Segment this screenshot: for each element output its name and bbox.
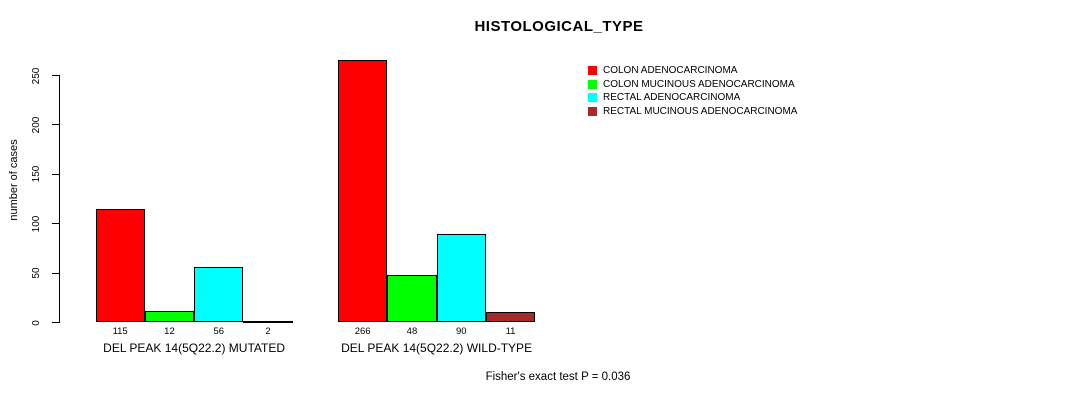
bar-rectal-mucinous-adenocarcinoma [485, 311, 536, 323]
chart-title: HISTOLOGICAL_TYPE [474, 18, 644, 35]
legend-swatch [588, 66, 597, 76]
bar-value-label: 56 [213, 326, 225, 337]
legend-swatch [588, 106, 597, 116]
legend-item: RECTAL ADENOCARCINOMA [588, 91, 797, 105]
bar-value-label: 12 [164, 326, 175, 337]
y-tick-mark [52, 322, 59, 323]
legend-item: COLON ADENOCARCINOMA [588, 64, 797, 78]
bar-rectal-adenocarcinoma [194, 267, 244, 323]
y-tick-mark [52, 272, 59, 274]
bar-colon-mucinous-adenocarcinoma [387, 275, 437, 323]
bar-value-label: 266 [354, 326, 371, 337]
group-label: DEL PEAK 14(5Q22.2) MUTATED [103, 341, 286, 355]
bar-value-label: 115 [112, 326, 128, 337]
y-tick-label: 200 [31, 116, 42, 134]
legend-item: COLON MUCINOUS ADENOCARCINOMA [588, 78, 797, 92]
bar-value-label: 90 [455, 326, 467, 337]
y-tick-label: 50 [31, 267, 42, 279]
y-tick-mark [52, 75, 59, 76]
legend-swatch [588, 79, 597, 89]
bar-colon-mucinous-adenocarcinoma [144, 310, 195, 323]
y-tick-label: 250 [31, 67, 42, 84]
legend-swatch [588, 93, 597, 103]
bar-value-label: 48 [406, 326, 418, 337]
y-tick-mark [52, 223, 59, 225]
bar-colon-adenocarcinoma [338, 59, 388, 323]
legend-label: RECTAL MUCINOUS ADENOCARCINOMA [603, 105, 798, 117]
y-tick-label: 150 [31, 165, 42, 183]
legend-item: RECTAL MUCINOUS ADENOCARCINOMA [588, 105, 797, 119]
bar-rectal-mucinous-adenocarcinoma [243, 320, 293, 323]
y-tick-label: 100 [31, 215, 42, 233]
stat-test-annotation: Fisher's exact test P = 0.036 [485, 371, 631, 383]
group-label: DEL PEAK 14(5Q22.2) WILD-TYPE [341, 341, 533, 355]
legend-label: COLON ADENOCARCINOMA [603, 65, 738, 77]
y-tick-label: 0 [31, 319, 42, 326]
y-tick-mark [52, 173, 59, 175]
legend-label: RECTAL ADENOCARCINOMA [603, 92, 741, 104]
y-axis-line [59, 75, 60, 323]
legend: COLON ADENOCARCINOMA COLON MUCINOUS ADENO… [588, 64, 797, 118]
bar-rectal-adenocarcinoma [436, 233, 486, 323]
bar-value-label: 2 [265, 326, 271, 337]
bar-value-label: 11 [505, 326, 516, 337]
y-axis-title: number of cases [8, 139, 20, 221]
bar-colon-adenocarcinoma [95, 208, 145, 323]
y-tick-mark [52, 124, 59, 126]
legend-label: COLON MUCINOUS ADENOCARCINOMA [603, 78, 795, 90]
